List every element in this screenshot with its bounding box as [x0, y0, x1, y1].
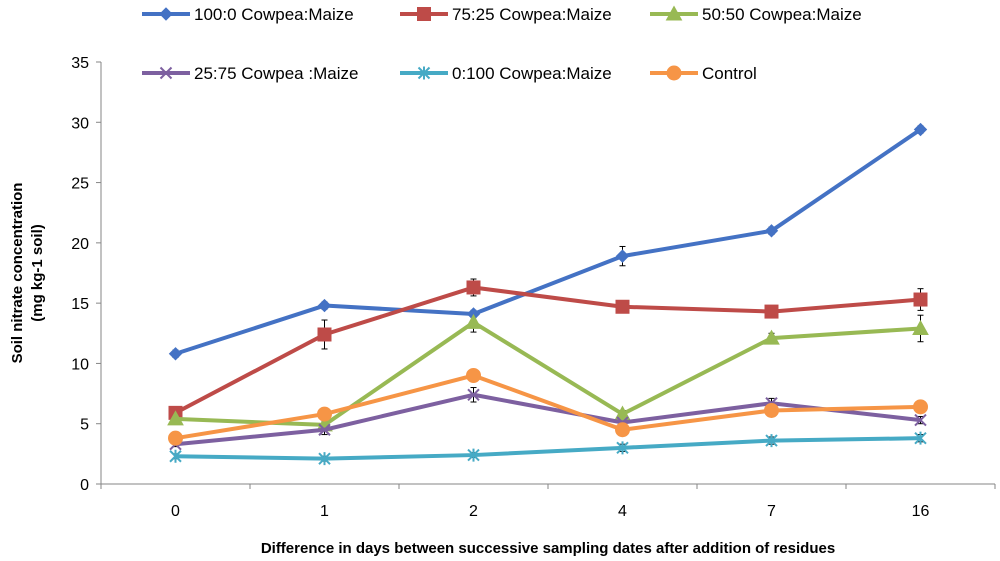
data-point	[914, 431, 927, 445]
data-point	[169, 449, 182, 463]
data-point	[467, 448, 480, 462]
y-tick-label: 35	[71, 55, 89, 72]
data-point	[317, 406, 332, 422]
series-line	[175, 392, 921, 447]
x-tick-label: 7	[767, 503, 776, 520]
data-point	[168, 347, 183, 361]
y-ticks: 0 5 10 15 20 25 30 35	[71, 55, 101, 494]
legend-marker	[159, 66, 173, 80]
data-point	[765, 434, 778, 448]
y-axis-title-line-1: Soil nitrate concentration	[9, 183, 26, 364]
series-line	[174, 285, 921, 415]
y-axis-title-line-2: (mg kg-1 soil)	[29, 224, 46, 322]
series-layer	[167, 122, 929, 466]
y-tick-label: 15	[71, 296, 89, 313]
legend-item: 75:25 Cowpea:Maize	[400, 5, 612, 24]
series-1	[168, 122, 928, 361]
legend-marker	[417, 66, 431, 80]
y-tick-label: 10	[71, 356, 89, 373]
data-point	[764, 224, 779, 238]
data-point	[317, 327, 332, 342]
series-3	[167, 313, 929, 432]
data-point	[764, 304, 779, 319]
series-line	[174, 127, 922, 356]
legend-label: 50:50 Cowpea:Maize	[702, 5, 862, 24]
y-tick-label: 0	[80, 477, 89, 494]
y-tick-label: 30	[71, 115, 89, 132]
data-point	[615, 249, 630, 263]
data-point	[467, 388, 480, 401]
data-point	[466, 367, 481, 383]
x-ticks: 0 1 2 4 7 16	[100, 484, 996, 520]
data-point	[466, 280, 481, 295]
data-point	[318, 423, 331, 436]
x-tick-label: 4	[618, 503, 627, 520]
x-tick-label: 0	[171, 503, 180, 520]
series-line	[175, 373, 921, 441]
data-point	[318, 452, 331, 466]
data-point	[914, 413, 927, 427]
legend-item: 25:75 Cowpea :Maize	[142, 64, 358, 83]
legend-item: Control	[650, 64, 757, 83]
data-point	[614, 405, 631, 421]
legend-label: 75:25 Cowpea:Maize	[452, 5, 612, 24]
data-point	[764, 402, 779, 418]
y-tick-label: 5	[80, 417, 89, 434]
data-point	[167, 410, 184, 426]
legend-marker	[665, 5, 683, 21]
series-6	[168, 367, 928, 446]
series-line	[175, 320, 921, 427]
legend-label: Control	[702, 64, 757, 83]
legend-item: 100:0 Cowpea:Maize	[142, 5, 354, 24]
data-point	[912, 319, 929, 335]
legend-label: 25:75 Cowpea :Maize	[194, 64, 358, 83]
x-axis-title: Difference in days between successive sa…	[261, 540, 835, 557]
legend-label: 0:100 Cowpea:Maize	[452, 64, 612, 83]
x-tick-label: 2	[469, 503, 478, 520]
data-point	[616, 441, 629, 455]
x-tick-label: 1	[320, 503, 329, 520]
data-point	[615, 422, 630, 438]
y-tick-label: 20	[71, 236, 89, 253]
data-point	[317, 298, 332, 313]
series-5	[169, 431, 927, 466]
data-point	[913, 292, 928, 307]
data-point	[763, 329, 780, 345]
legend-marker	[417, 7, 431, 21]
legend-item: 0:100 Cowpea:Maize	[400, 64, 612, 83]
series-2	[168, 280, 928, 420]
data-point	[168, 430, 183, 446]
series-line	[175, 436, 921, 461]
data-point	[913, 399, 928, 415]
data-point	[913, 122, 928, 137]
x-tick-label: 16	[912, 503, 930, 520]
legend-marker	[666, 65, 682, 81]
legend-label: 100:0 Cowpea:Maize	[194, 5, 354, 24]
y-tick-label: 25	[71, 176, 89, 193]
legend-item: 50:50 Cowpea:Maize	[650, 5, 862, 24]
data-point	[615, 299, 630, 314]
legend: 100:0 Cowpea:Maize 75:25 Cowpea:Maize 50:5…	[142, 5, 862, 83]
legend-marker	[159, 7, 173, 21]
data-point	[465, 313, 482, 329]
